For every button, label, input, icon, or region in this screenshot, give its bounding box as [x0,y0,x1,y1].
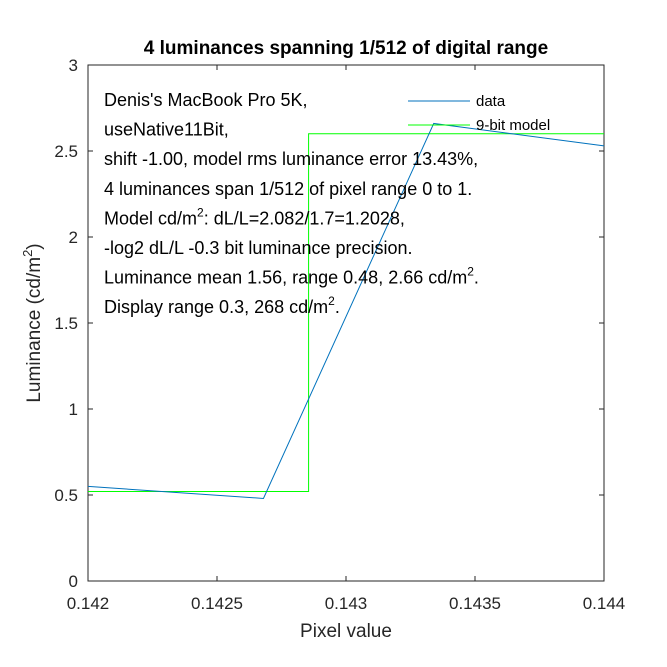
annotation-rest: . [335,297,340,317]
y-tick-label: 0.5 [54,486,78,505]
annotation-text: Luminance mean 1.56, range 0.48, 2.66 cd… [104,268,467,288]
annotation-line: shift -1.00, model rms luminance error 1… [104,149,478,169]
annotation-rest: : dL/L=2.082/1.7=1.2028, [204,208,405,228]
annotation-text: shift -1.00, model rms luminance error 1… [104,149,478,169]
chart-title: 4 luminances spanning 1/512 of digital r… [144,38,548,59]
annotation-block: Denis's MacBook Pro 5K, useNative11Bit, sh… [104,90,479,317]
annotation-sup: 2 [197,205,204,219]
legend-label: data [476,93,506,110]
legend-label: 9-bit model [476,117,550,134]
y-tick-label: 2 [69,228,78,247]
annotation-line: -log2 dL/L -0.3 bit luminance precision. [104,238,413,258]
annotation-line: 4 luminances span 1/512 of pixel range 0… [104,179,472,199]
y-tick-label: 1 [69,400,78,419]
legend: data 9-bit model [408,93,550,134]
plot-area [87,64,605,582]
y-tick-label: 0 [69,572,78,591]
y-axis-label-sup: 2 [20,250,35,257]
annotation-text: 4 luminances span 1/512 of pixel range 0… [104,179,472,199]
annotation-line: useNative11Bit, [104,120,229,140]
x-tick-label: 0.1425 [191,594,243,613]
x-axis-label: Pixel value [300,621,392,642]
series-line-data [87,122,605,499]
y-tick-label: 2.5 [54,142,78,161]
x-tick-label: 0.143 [325,594,368,613]
series-layer [87,122,605,499]
annotation-text: Display range 0.3, 268 cd/m [104,297,328,317]
series-line-model [88,133,604,493]
annotation-sup: 2 [328,294,335,308]
annotation-sup: 2 [467,265,474,279]
y-axis-label-main: Luminance (cd/m [24,257,45,403]
annotation-text: Model cd/m [104,208,197,228]
y-tick-label: 1.5 [54,314,78,333]
ticks [87,64,605,582]
annotation-text: Denis's MacBook Pro 5K, [104,90,308,110]
x-tick-label: 0.1435 [449,594,501,613]
x-tick-label: 0.142 [67,594,110,613]
annotation-line: Display range 0.3, 268 cd/m2. [104,294,340,317]
annotation-text: useNative11Bit, [104,120,229,140]
y-axis-label: Luminance (cd/m2) [20,243,45,402]
annotation-rest: . [474,268,479,288]
annotation-text: -log2 dL/L -0.3 bit luminance precision. [104,238,413,258]
x-tick-label: 0.144 [583,594,626,613]
tick-labels: 0.142 0.1425 0.143 0.1435 0.144 0 0.5 1 1.5 2 2.5 3 [54,56,625,613]
annotation-line: Denis's MacBook Pro 5K, [104,90,308,110]
y-tick-label: 3 [69,56,78,75]
y-axis-label-close: ) [24,243,45,249]
annotation-line: Model cd/m2: dL/L=2.082/1.7=1.2028, [104,205,405,228]
annotation-line: Luminance mean 1.56, range 0.48, 2.66 cd… [104,265,479,288]
